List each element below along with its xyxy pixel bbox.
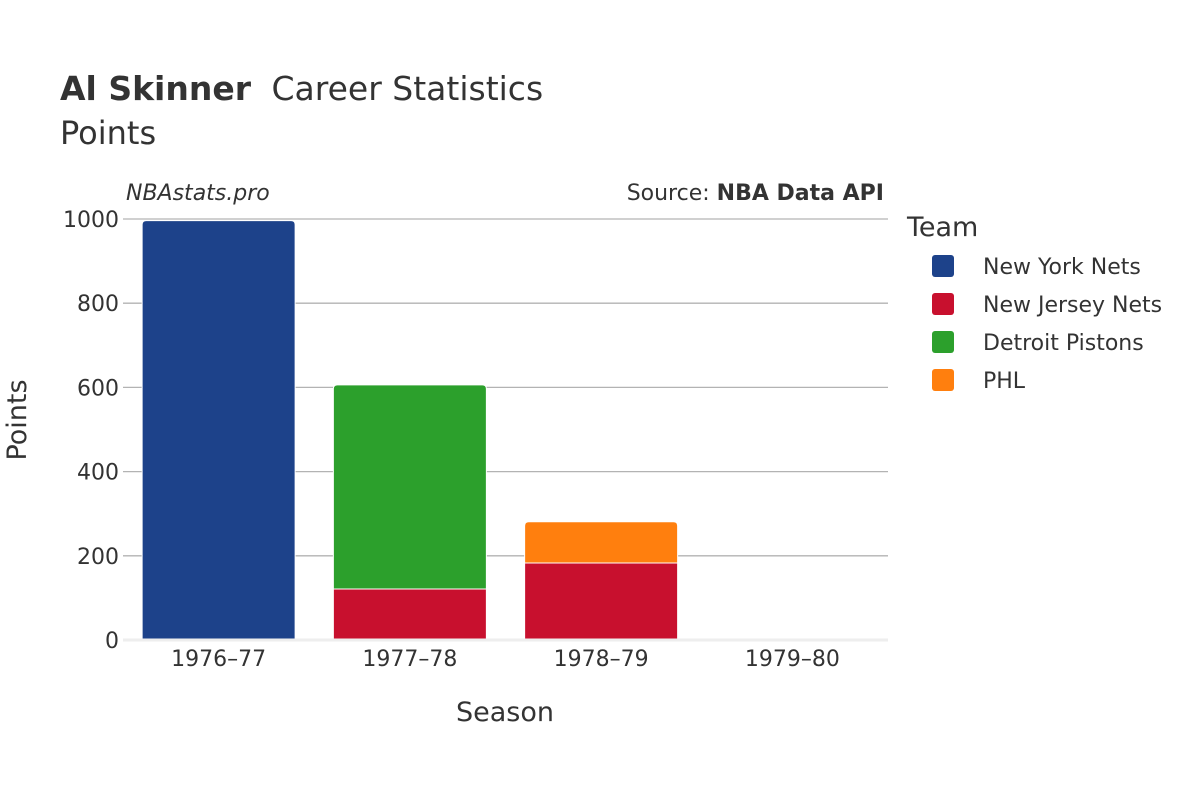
y-tick-label: 600 bbox=[77, 376, 119, 401]
source-name: NBA Data API bbox=[717, 181, 884, 206]
legend-item-new-york-nets[interactable]: New York Nets bbox=[932, 255, 1141, 280]
bar-phl-2 bbox=[524, 521, 679, 564]
y-tick-label: 200 bbox=[77, 545, 119, 570]
y-tick-label: 800 bbox=[77, 292, 119, 317]
legend-swatch bbox=[932, 331, 954, 353]
bar-detroit-pistons-1 bbox=[332, 384, 487, 590]
legend: New York Nets New Jersey Nets Detroit Pist… bbox=[932, 255, 1162, 394]
y-axis-ticks: 0 200 400 600 800 1000 bbox=[63, 208, 119, 654]
chart-subtitle: Points bbox=[60, 114, 156, 152]
legend-swatch bbox=[932, 293, 954, 315]
legend-item-new-jersey-nets[interactable]: New Jersey Nets bbox=[932, 293, 1162, 318]
bar-new-jersey-nets-2 bbox=[524, 562, 679, 641]
legend-item-phl[interactable]: PHL bbox=[932, 369, 1026, 394]
y-tick-label: 400 bbox=[77, 461, 119, 486]
x-axis-title: Season bbox=[456, 697, 554, 728]
x-tick-label: 1976–77 bbox=[171, 647, 266, 672]
legend-label: New York Nets bbox=[983, 255, 1141, 280]
x-tick-label: 1979–80 bbox=[745, 647, 840, 672]
source-label: Source: NBA Data API bbox=[627, 181, 884, 206]
legend-label: Detroit Pistons bbox=[983, 331, 1144, 356]
legend-label: PHL bbox=[983, 369, 1026, 394]
x-tick-label: 1977–78 bbox=[362, 647, 457, 672]
legend-swatch bbox=[932, 369, 954, 391]
x-tick-label: 1978–79 bbox=[554, 647, 649, 672]
player-name: Al Skinner bbox=[60, 69, 252, 108]
title-suffix: Career Statistics bbox=[272, 69, 544, 108]
bars bbox=[141, 220, 679, 641]
y-tick-label: 1000 bbox=[63, 208, 119, 233]
brand-label: NBAstats.pro bbox=[126, 181, 270, 206]
legend-item-detroit-pistons[interactable]: Detroit Pistons bbox=[932, 331, 1144, 356]
y-axis-title: Points bbox=[2, 379, 33, 460]
bar-new-york-nets-0 bbox=[141, 220, 296, 641]
x-axis-ticks: 1976–77 1977–78 1978–79 1979–80 bbox=[171, 647, 840, 672]
chart-title: Al Skinner Career Statistics bbox=[60, 69, 543, 108]
legend-swatch bbox=[932, 255, 954, 277]
y-tick-label: 0 bbox=[105, 629, 119, 654]
bar-new-jersey-nets-1 bbox=[332, 588, 487, 641]
legend-label: New Jersey Nets bbox=[983, 293, 1162, 318]
source-prefix: Source: bbox=[627, 181, 717, 206]
legend-title: Team bbox=[906, 212, 978, 243]
